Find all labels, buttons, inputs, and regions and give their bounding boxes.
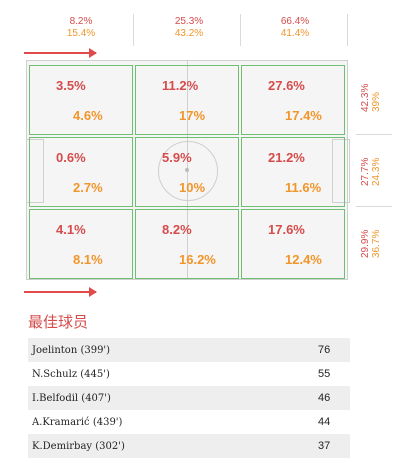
- zone-team-b-value: 17.4%: [285, 108, 322, 123]
- zone-team-a-value: 11.2%: [162, 78, 199, 93]
- player-row[interactable]: N.Schulz (445') 55: [28, 362, 350, 386]
- row-stat-middle-red: 27.7%: [360, 157, 371, 186]
- zone-team-a-value: 21.2%: [268, 150, 305, 165]
- row-divider: [356, 134, 392, 135]
- player-name: K.Demirbay (302'): [32, 440, 125, 452]
- row-stat-middle-orange: 24.3%: [371, 157, 382, 186]
- player-name: I.Belfodil (407'): [32, 392, 111, 404]
- column-stat-middle-orange: 43.2%: [174, 28, 204, 39]
- column-stat-right-red: 66.4%: [280, 16, 310, 27]
- column-stat-middle: 25.3% 43.2%: [134, 16, 244, 40]
- column-stat-middle-red: 25.3%: [174, 16, 204, 27]
- zone-mid-center: 5.9% 10%: [135, 137, 239, 207]
- zone-team-b-value: 12.4%: [285, 252, 322, 267]
- zone-team-a-value: 17.6%: [268, 222, 305, 237]
- column-stat-right: 66.4% 41.4%: [240, 16, 350, 40]
- column-stat-right-orange: 41.4%: [280, 28, 310, 39]
- zone-team-a-value: 4.1%: [56, 222, 86, 237]
- player-name: A.Kramarić (439'): [32, 416, 123, 428]
- row-stat-top: 42.3% 39%: [360, 84, 400, 160]
- player-value: 46: [318, 392, 331, 404]
- row-divider: [356, 206, 392, 207]
- zone-team-b-value: 17%: [179, 108, 206, 123]
- column-stat-left: 8.2% 15.4%: [26, 16, 136, 40]
- row-stat-top-red: 42.3%: [360, 83, 371, 112]
- best-players-title: 最佳球员: [28, 313, 89, 331]
- player-row[interactable]: A.Kramarić (439') 44: [28, 410, 350, 434]
- player-value: 37: [318, 440, 331, 452]
- zone-team-a-value: 27.6%: [268, 78, 305, 93]
- zone-mid-right: 21.2% 11.6%: [241, 137, 345, 207]
- player-name: Joelinton (399'): [32, 344, 111, 356]
- zone-top-center: 11.2% 17%: [135, 65, 239, 135]
- center-spot: [185, 168, 189, 172]
- player-name: N.Schulz (445'): [32, 368, 110, 380]
- left-penalty-box: [26, 139, 44, 203]
- row-stat-bottom: 29.9% 36.7%: [360, 230, 400, 306]
- zone-bottom-center: 8.2% 16.2%: [135, 209, 239, 279]
- column-divider: [240, 14, 241, 46]
- zone-team-a-value: 0.6%: [56, 150, 86, 165]
- zone-bottom-left: 4.1% 8.1%: [29, 209, 133, 279]
- player-row[interactable]: K.Demirbay (302') 37: [28, 434, 350, 458]
- zone-team-b-value: 4.6%: [73, 108, 103, 123]
- zone-team-b-value: 8.1%: [73, 252, 103, 267]
- zone-bottom-right: 17.6% 12.4%: [241, 209, 345, 279]
- player-row[interactable]: Joelinton (399') 76: [28, 338, 350, 362]
- right-penalty-box: [332, 139, 350, 203]
- zone-team-a-value: 5.9%: [162, 150, 192, 165]
- column-divider: [347, 14, 348, 46]
- row-stat-bottom-red: 29.9%: [360, 229, 371, 258]
- zone-top-right: 27.6% 17.4%: [241, 65, 345, 135]
- zone-team-b-value: 2.7%: [73, 180, 103, 195]
- zone-team-a-value: 3.5%: [56, 78, 86, 93]
- zone-team-b-value: 10%: [179, 180, 206, 195]
- row-stat-top-orange: 39%: [371, 91, 382, 112]
- pitch: 3.5% 4.6% 11.2% 17% 27.6% 17.4% 0.6% 2.7…: [26, 60, 350, 280]
- zone-team-b-value: 11.6%: [285, 180, 322, 195]
- center-circle: [158, 141, 218, 201]
- zone-mid-left: 0.6% 2.7%: [29, 137, 133, 207]
- attack-direction-arrow-icon: [24, 287, 97, 297]
- column-stat-left-orange: 15.4%: [66, 28, 96, 39]
- player-value: 55: [318, 368, 331, 380]
- row-stat-bottom-orange: 36.7%: [371, 229, 382, 258]
- player-row[interactable]: I.Belfodil (407') 46: [28, 386, 350, 410]
- zone-team-a-value: 8.2%: [162, 222, 192, 237]
- player-value: 44: [318, 416, 331, 428]
- player-value: 76: [318, 344, 331, 356]
- column-divider: [133, 14, 134, 46]
- zone-team-b-value: 16.2%: [179, 252, 216, 267]
- zone-top-left: 3.5% 4.6%: [29, 65, 133, 135]
- attack-direction-arrow-icon: [24, 48, 97, 58]
- column-stat-left-red: 8.2%: [69, 16, 93, 27]
- best-players-table: Joelinton (399') 76 N.Schulz (445') 55 I…: [28, 338, 350, 458]
- row-stat-middle: 27.7% 24.3%: [360, 158, 400, 234]
